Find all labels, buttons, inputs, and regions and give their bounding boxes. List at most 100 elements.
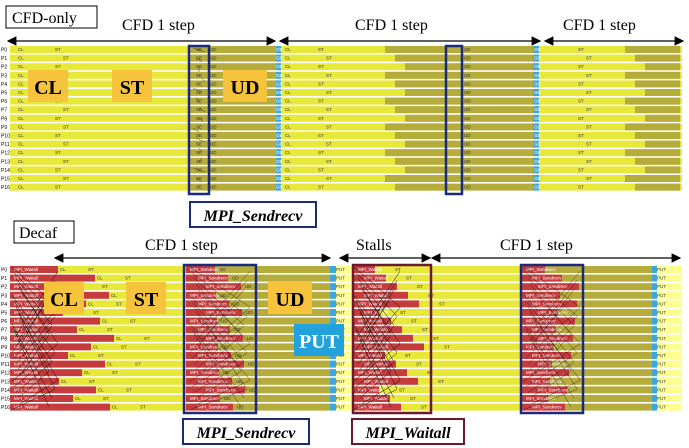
top-trace-segment: [281, 89, 447, 96]
top-tiny-st: ST: [326, 90, 332, 95]
top-tiny-gb: GB: [534, 176, 541, 181]
bottom-message-line: [355, 301, 395, 362]
bottom-message-line: [195, 325, 245, 370]
top-tiny-st: ST: [55, 167, 61, 172]
bottom-trace-segment: [560, 291, 652, 299]
top-trace-segment: [461, 140, 533, 148]
top-tiny-cl: CL: [18, 176, 24, 181]
top-trace-segment: [447, 166, 461, 174]
top-tiny-st: ST: [586, 73, 592, 78]
bottom-trace-segment: [652, 283, 682, 291]
bottom-tiny-waitall: MPI_Waitall: [358, 353, 382, 358]
bottom-tiny-st: ST: [433, 336, 439, 341]
bottom-sendrecv-box-1: [182, 263, 258, 415]
top-trace-segment: [385, 46, 445, 53]
bottom-message-line: [353, 295, 398, 353]
bottom-tiny-sendrecv: MPI_Sendrecv: [206, 310, 236, 315]
bottom-trace-segment: [186, 317, 217, 325]
bottom-tiny-cl: CL: [88, 301, 94, 306]
top-trace-segment: [461, 166, 533, 174]
bottom-trace-segment: [550, 377, 652, 385]
bottom-trace-segment: [424, 343, 522, 351]
top-trace-segment: [539, 97, 682, 105]
top-tiny-ud: UD: [210, 90, 217, 95]
bottom-message-line: [357, 278, 395, 326]
top-trace-segment: [539, 106, 682, 114]
top-ud-label-box: [223, 70, 267, 102]
bottom-message-line: [13, 307, 59, 359]
bottom-trace-segment: [522, 386, 567, 394]
bottom-trace-segment: [330, 395, 336, 402]
top-rank-label: P8: [1, 116, 7, 122]
bottom-trace-segment: [354, 334, 413, 342]
bottom-trace-segment: [652, 395, 657, 402]
bottom-trace-row: MPI_WaitallCLSTMPI_SendrecvUDPUTMPI_Wait…: [10, 283, 682, 291]
bottom-rank-label: P10: [1, 354, 10, 360]
top-tiny-cl: CL: [285, 167, 291, 172]
bottom-trace-segment: [652, 274, 657, 282]
top-tiny-st: ST: [578, 150, 584, 155]
top-tiny-cl: CL: [285, 107, 291, 112]
bottom-message-line: [19, 334, 50, 376]
bottom-tiny-st: ST: [405, 353, 411, 358]
top-tiny-cl: CL: [285, 99, 291, 104]
bottom-trace-segment: [354, 291, 408, 299]
top-trace-segment: [625, 175, 680, 182]
bottom-message-line: [197, 334, 242, 376]
bottom-tiny-put: PUT: [657, 379, 666, 384]
bottom-message-line: [189, 389, 248, 410]
bottom-tiny-waitall: MPI_Waitall: [14, 387, 38, 392]
top-tiny-st: ST: [326, 107, 332, 112]
top-trace-segment: [533, 183, 539, 191]
bottom-rank-label: P2: [1, 285, 7, 291]
top-trace-segment: [635, 157, 680, 165]
bottom-trace-segment: [522, 403, 565, 411]
top-trace-segment: [461, 183, 533, 191]
bottom-tiny-st: ST: [406, 276, 412, 281]
top-trace-segment: [10, 97, 190, 105]
top-tiny-ud: UD: [210, 47, 217, 52]
bottom-tiny-st: ST: [417, 284, 423, 289]
bottom-tiny-put: PUT: [336, 276, 345, 281]
top-trace-segment: [539, 54, 682, 62]
bottom-tiny-waitall: MPI_Waitall: [14, 396, 38, 401]
bottom-tiny-ud: UD: [221, 319, 228, 324]
bottom-trace-segment: [10, 283, 72, 291]
bottom-trace-segment: [379, 386, 522, 394]
bottom-trace-segment: [10, 360, 105, 368]
top-trace-segment: [539, 157, 682, 165]
bottom-tiny-waitall: MPI_Waitall: [364, 396, 388, 401]
top-tiny-cl: CL: [18, 167, 24, 172]
bottom-tiny-st: ST: [395, 267, 401, 272]
bottom-trace-segment: [652, 300, 682, 308]
bottom-tiny-st: ST: [140, 405, 146, 410]
top-tiny-gb: GB: [276, 64, 283, 69]
top-trace-segment: [190, 132, 207, 139]
top-tiny-st: ST: [55, 64, 61, 69]
top-tiny-gb: GB: [534, 150, 541, 155]
bottom-message-line: [189, 266, 251, 308]
top-trace-segment: [276, 89, 281, 96]
bottom-trace-segment: [354, 283, 397, 291]
top-tiny-ud: UD: [464, 159, 471, 164]
bottom-tiny-sendrecv: MPI_Sendrecv: [538, 362, 568, 367]
bottom-trace-segment: [330, 377, 354, 385]
bottom-message-line: [15, 362, 53, 393]
bottom-tiny-put: PUT: [657, 370, 666, 375]
top-tiny-ud: UD: [210, 99, 217, 104]
top-tiny-cl: CL: [18, 56, 24, 61]
top-trace-segment: [635, 54, 680, 62]
top-trace-segment: [447, 54, 461, 62]
bottom-tiny-waitall: MPI_Waitall: [14, 336, 38, 341]
bottom-trace-segment: [330, 283, 336, 291]
bottom-trace-segment: [652, 309, 682, 316]
bottom-trace-row: MPI_WaitallCLSTMPI_SendrecvUDPUTMPI_Wait…: [10, 291, 682, 299]
top-trace-segment: [276, 166, 281, 174]
bottom-message-line: [11, 295, 56, 353]
bottom-message-line: [193, 306, 242, 371]
bottom-tiny-sendrecv: MPI_Sendrecv: [206, 336, 236, 341]
bottom-tiny-sendrecv: MPI_Sendrecv: [532, 405, 562, 410]
top-tiny-st: ST: [63, 142, 69, 147]
top-tiny-ud: UD: [210, 142, 217, 147]
